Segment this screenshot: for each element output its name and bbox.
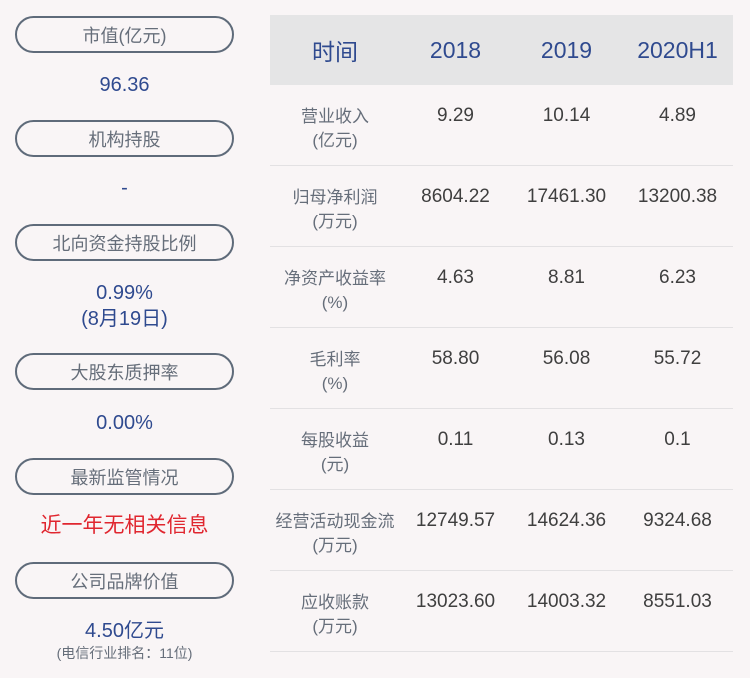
row-label: 净资产收益率 (%) — [284, 269, 386, 312]
table-cell: 0.13 — [548, 429, 585, 450]
pledge-ratio-value: 0.00% — [96, 412, 153, 434]
table-row-eps: 每股收益 (元) 0.11 0.13 0.1 — [270, 409, 733, 490]
table-header: 时间 2018 2019 2020H1 — [270, 15, 733, 85]
row-label: 营业收入 (亿元) — [301, 107, 369, 150]
table-cell: 9.29 — [437, 105, 474, 126]
table-cell: 4.63 — [437, 267, 474, 288]
northbound-holding-date: (8月19日) — [81, 308, 168, 330]
table-row-roe: 净资产收益率 (%) 4.63 8.81 6.23 — [270, 247, 733, 328]
row-label: 经营活动现金流 (万元) — [275, 512, 395, 555]
row-label: 归母净利润 (万元) — [292, 188, 378, 231]
table-cell: 58.80 — [431, 348, 480, 369]
brand-value-rank-note: (电信行业排名：11位) — [56, 645, 193, 661]
northbound-holding-value: 0.99% — [96, 282, 153, 304]
table-cell: 9324.68 — [643, 510, 712, 531]
table-cell: 8551.03 — [643, 591, 712, 612]
header-2019: 2019 — [540, 36, 593, 63]
table-cell: 10.14 — [542, 105, 591, 126]
brand-value-value: 4.50亿元 — [85, 620, 164, 642]
table-cell: 13200.38 — [637, 186, 718, 207]
regulatory-status-label: 最新监管情况 — [15, 458, 234, 495]
table-cell: 55.72 — [653, 348, 702, 369]
table-row-net-profit: 归母净利润 (万元) 8604.22 17461.30 13200.38 — [270, 166, 733, 247]
table-cell: 17461.30 — [526, 186, 607, 207]
table-cell: 6.23 — [659, 267, 696, 288]
brand-value-label: 公司品牌价值 — [15, 562, 234, 599]
table-row-operating-cash-flow: 经营活动现金流 (万元) 12749.57 14624.36 9324.68 — [270, 490, 733, 571]
table-cell: 0.11 — [437, 429, 474, 450]
row-label: 应收账款 (万元) — [301, 593, 369, 636]
table-row-gross-margin: 毛利率 (%) 58.80 56.08 55.72 — [270, 328, 733, 409]
table-row-receivables: 应收账款 (万元) 13023.60 14003.32 8551.03 — [270, 571, 733, 652]
institutional-holdings-value: - — [121, 177, 128, 199]
table-cell: 0.1 — [664, 429, 691, 450]
pledge-ratio-label: 大股东质押率 — [15, 353, 234, 390]
market-cap-value: 96.36 — [99, 74, 150, 96]
header-2018: 2018 — [429, 36, 482, 63]
market-cap-label: 市值(亿元) — [15, 16, 234, 53]
table-cell: 56.08 — [542, 348, 591, 369]
header-2020h1: 2020H1 — [637, 36, 718, 63]
table-cell: 12749.57 — [415, 510, 496, 531]
table-cell: 4.89 — [659, 105, 696, 126]
financial-table: 时间 2018 2019 2020H1 营业收入 (亿元) 9.29 10.14 … — [270, 15, 733, 652]
northbound-holding-label: 北向资金持股比例 — [15, 224, 234, 261]
institutional-holdings-label: 机构持股 — [15, 120, 234, 157]
table-cell: 14624.36 — [526, 510, 607, 531]
table-cell: 13023.60 — [415, 591, 496, 612]
row-label: 每股收益 (元) — [301, 431, 369, 474]
table-row-revenue: 营业收入 (亿元) 9.29 10.14 4.89 — [270, 85, 733, 166]
table-cell: 8604.22 — [421, 186, 490, 207]
table-cell: 14003.32 — [526, 591, 607, 612]
row-label: 毛利率 (%) — [309, 350, 361, 393]
regulatory-status-value: 近一年无相关信息 — [40, 514, 209, 537]
table-cell: 8.81 — [548, 267, 585, 288]
header-time: 时间 — [312, 39, 358, 65]
